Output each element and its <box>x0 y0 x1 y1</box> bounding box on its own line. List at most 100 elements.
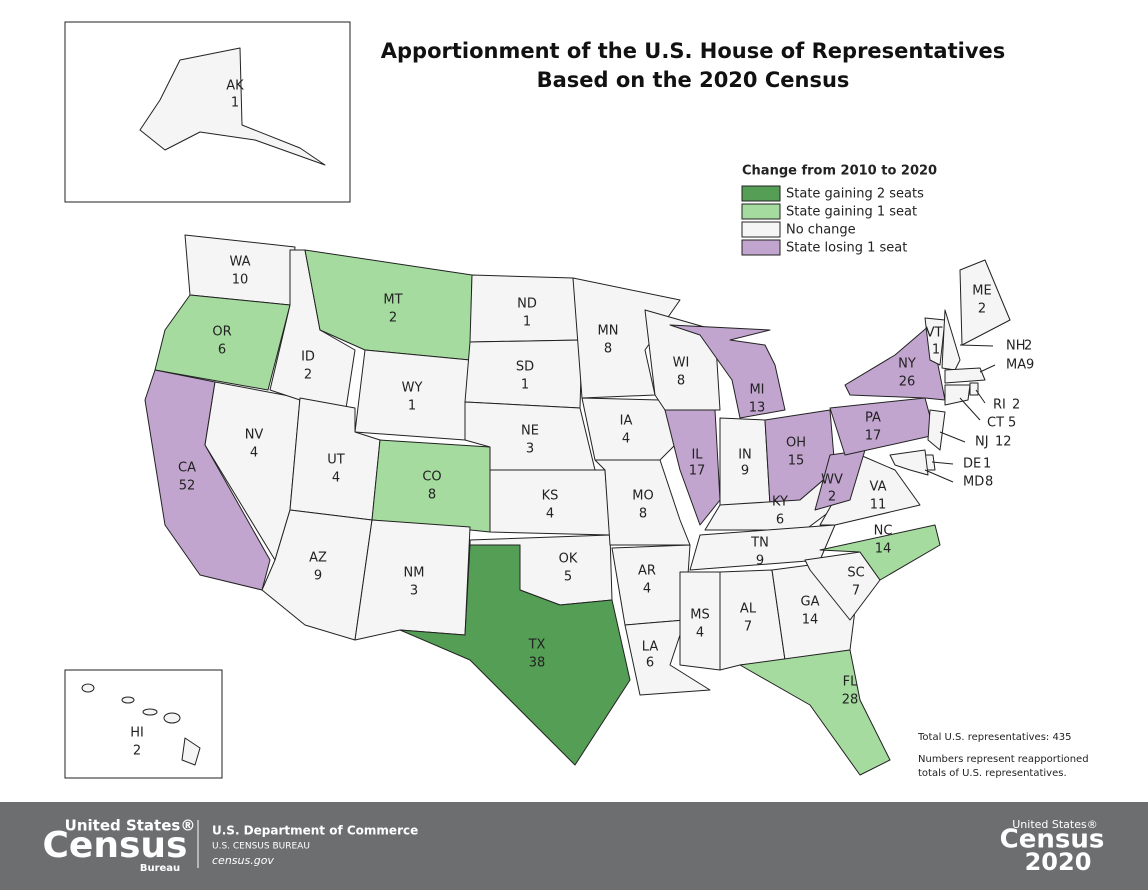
state-abbr: OK <box>559 552 578 567</box>
state-abbr: TN <box>750 536 769 551</box>
state-abbr: GA <box>801 595 820 610</box>
state-seats: 12 <box>995 435 1012 450</box>
state-shape <box>889 449 929 476</box>
state-shape <box>669 324 786 419</box>
state-abbr: WV <box>821 473 843 488</box>
state-seats: 7 <box>852 584 860 599</box>
state-seats: 1 <box>983 457 991 472</box>
title: Based on the 2020 Census <box>537 68 850 92</box>
state-abbr: CA <box>178 461 196 476</box>
right-year: 2020 <box>1025 848 1092 876</box>
state-abbr: TX <box>528 638 546 653</box>
state-abbr: ME <box>972 284 991 299</box>
state-abbr: WA <box>229 255 250 270</box>
state-seats: 11 <box>870 498 887 513</box>
leader-line <box>924 469 954 483</box>
leader-line <box>979 364 996 373</box>
state-seats: 7 <box>744 620 752 635</box>
state-abbr: ND <box>517 297 537 312</box>
state-abbr: AK <box>226 79 244 94</box>
legend-swatch <box>741 203 781 220</box>
state-abbr: SC <box>847 566 864 581</box>
state-abbr: MD <box>963 475 984 490</box>
state-seats: 13 <box>749 401 766 416</box>
state-abbr: NH <box>1006 339 1026 354</box>
state-abbr: IN <box>738 448 752 463</box>
state-shape <box>624 619 711 696</box>
island <box>163 712 181 724</box>
state-abbr: NC <box>874 524 893 539</box>
state-abbr: MS <box>690 608 709 623</box>
state-shape <box>664 409 721 526</box>
state-seats: 1 <box>231 96 239 111</box>
state-abbr: VT <box>926 326 943 341</box>
state-shape <box>959 259 1011 346</box>
bureau: U.S. CENSUS BUREAU <box>212 842 310 852</box>
state-abbr: MA <box>1006 358 1026 373</box>
state-seats: 14 <box>875 542 892 557</box>
state-abbr: SD <box>516 360 534 375</box>
legend-swatch <box>741 185 781 202</box>
state-seats: 9 <box>314 569 322 584</box>
state-abbr: OH <box>786 436 806 451</box>
state-seats: 8 <box>677 374 685 389</box>
state-shape <box>181 737 201 766</box>
state-shape <box>399 544 631 766</box>
state-seats: 1 <box>932 343 940 358</box>
state-abbr: MN <box>598 324 619 339</box>
state-abbr: CO <box>422 470 441 485</box>
state-seats: 2 <box>389 311 397 326</box>
state-abbr: KY <box>772 495 788 510</box>
state-shape <box>829 397 936 456</box>
state-shape <box>572 277 681 399</box>
note: totals of U.S. representatives. <box>918 768 1067 779</box>
state-abbr: AL <box>740 602 757 617</box>
state-seats: 8 <box>604 342 612 357</box>
state-seats: 2 <box>304 368 312 383</box>
logo-top: United States® <box>65 817 196 835</box>
state-seats: 1 <box>521 378 529 393</box>
state-seats: 6 <box>218 343 226 358</box>
state-seats: 3 <box>410 584 418 599</box>
state-seats: 10 <box>232 273 249 288</box>
legend-swatch <box>741 239 781 256</box>
state-seats: 5 <box>1008 416 1016 431</box>
title: Apportionment of the U.S. House of Repre… <box>381 39 1006 63</box>
state-seats: 52 <box>179 479 196 494</box>
state-seats: 4 <box>546 507 554 522</box>
state-shape <box>941 309 961 371</box>
state-seats: 4 <box>250 446 258 461</box>
state-abbr: VA <box>870 480 887 495</box>
state-shape <box>771 564 856 661</box>
state-abbr: UT <box>327 453 345 468</box>
state-abbr: WI <box>673 356 690 371</box>
state-seats: 3 <box>526 442 534 457</box>
note: Total U.S. representatives: 435 <box>917 732 1072 743</box>
state-abbr: RI <box>993 398 1006 413</box>
state-abbr: OR <box>212 325 231 340</box>
state-seats: 9 <box>756 554 764 569</box>
state-shape <box>154 294 291 391</box>
legend-title: Change from 2010 to 2020 <box>742 164 937 179</box>
state-seats: 5 <box>564 570 572 585</box>
state-seats: 9 <box>1026 358 1034 373</box>
state-abbr: NJ <box>975 435 989 450</box>
state-seats: 2 <box>978 302 986 317</box>
state-abbr: NM <box>404 566 425 581</box>
state-seats: 9 <box>741 464 749 479</box>
island <box>81 683 95 693</box>
leader-line <box>975 389 986 404</box>
state-seats: 8 <box>428 488 436 503</box>
state-seats: 6 <box>646 656 654 671</box>
state-seats: 2 <box>1012 398 1020 413</box>
state-seats: 8 <box>639 507 647 522</box>
legend-label: State gaining 1 seat <box>786 205 917 220</box>
state-shape <box>819 524 941 581</box>
state-shape <box>969 382 979 396</box>
state-shape <box>139 47 326 166</box>
leader-line <box>939 431 966 443</box>
state-abbr: NV <box>245 428 264 443</box>
state-abbr: LA <box>642 640 659 655</box>
